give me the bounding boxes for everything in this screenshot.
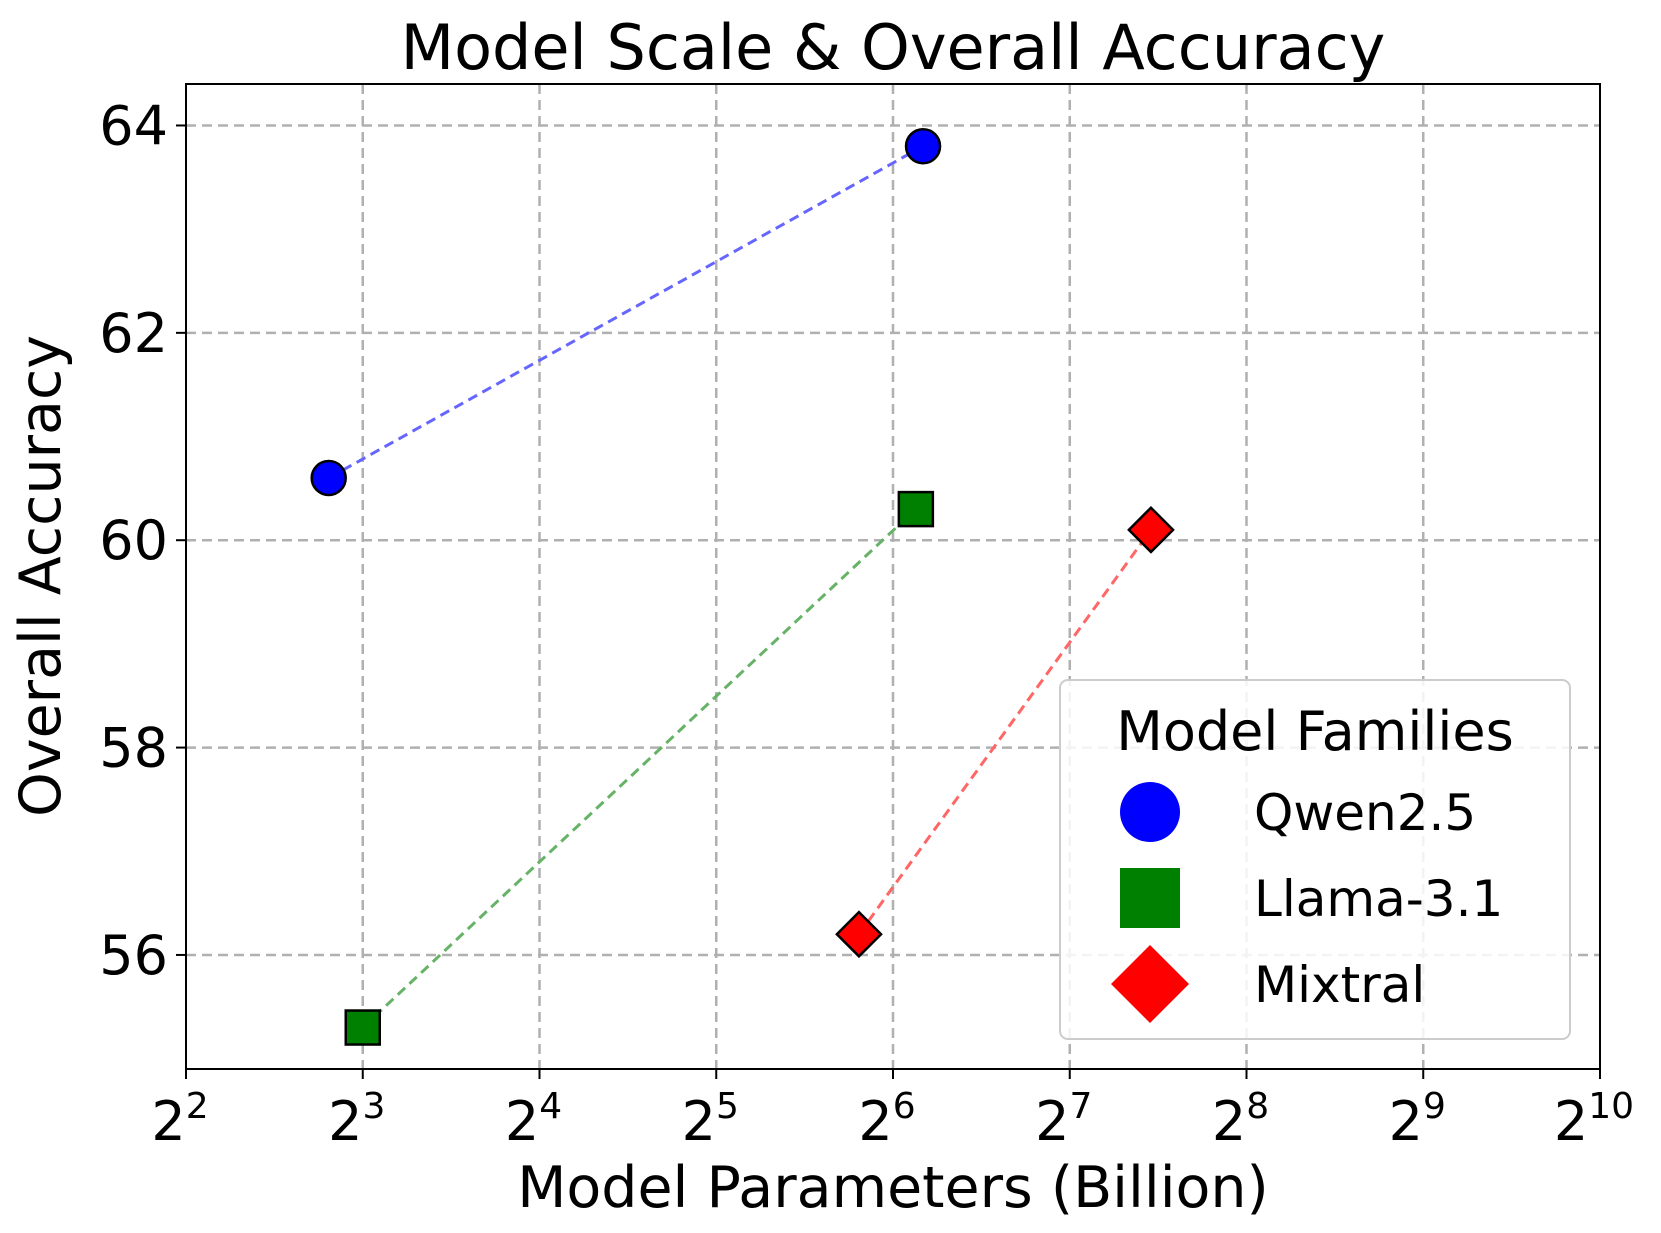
x-axis-label: Model Parameters (Billion)	[517, 1155, 1269, 1221]
data-point-llama-3.1	[344, 1009, 381, 1046]
legend-marker-llama-3.1	[1120, 868, 1180, 928]
x-tick-label: 26	[858, 1086, 915, 1153]
y-tick-label: 64	[99, 94, 168, 157]
legend-marker-qwen2.5	[1120, 782, 1180, 842]
legend-marker-mixtral	[1111, 945, 1189, 1023]
series-line-llama-3.1	[361, 508, 917, 1029]
legend-label: Llama-3.1	[1254, 870, 1503, 928]
x-tick-label: 27	[1035, 1086, 1092, 1153]
y-tick-label: 56	[99, 924, 168, 987]
legend-title: Model Families	[1116, 700, 1513, 763]
legend-label: Qwen2.5	[1254, 784, 1476, 842]
y-tick-label: 62	[99, 302, 168, 365]
legend: Model Families Qwen2.5 Llama-3.1 Mixtral	[1059, 679, 1571, 1040]
y-tick-label: 58	[99, 717, 168, 780]
series-line-qwen2.5	[327, 144, 924, 480]
x-tick-label: 29	[1389, 1086, 1446, 1153]
series-lines	[327, 144, 1153, 1029]
x-tick-label: 25	[682, 1086, 739, 1153]
y-axis-label: Overall Accuracy	[8, 335, 74, 817]
x-ticks: 22 23 24 25 26 27 28 29 210	[151, 1069, 1634, 1153]
x-tick-label: 210	[1554, 1086, 1634, 1153]
data-point-qwen2.5	[310, 459, 347, 497]
data-point-llama-3.1	[897, 490, 935, 528]
data-points	[310, 127, 1175, 1046]
x-tick-label: 23	[328, 1086, 385, 1153]
chart-title: Model Scale & Overall Accuracy	[401, 11, 1386, 84]
x-tick-label: 24	[505, 1086, 562, 1153]
y-ticks: 56 58 60 62 64	[99, 94, 186, 987]
legend-box	[1059, 679, 1571, 1040]
data-point-mixtral	[1127, 505, 1175, 554]
legend-label: Mixtral	[1254, 956, 1425, 1014]
y-tick-label: 60	[99, 509, 168, 572]
data-point-qwen2.5	[904, 127, 942, 165]
x-tick-label: 28	[1212, 1086, 1269, 1153]
x-tick-label: 22	[151, 1086, 208, 1153]
series-line-mixtral	[857, 528, 1153, 936]
data-point-mixtral	[835, 910, 883, 959]
